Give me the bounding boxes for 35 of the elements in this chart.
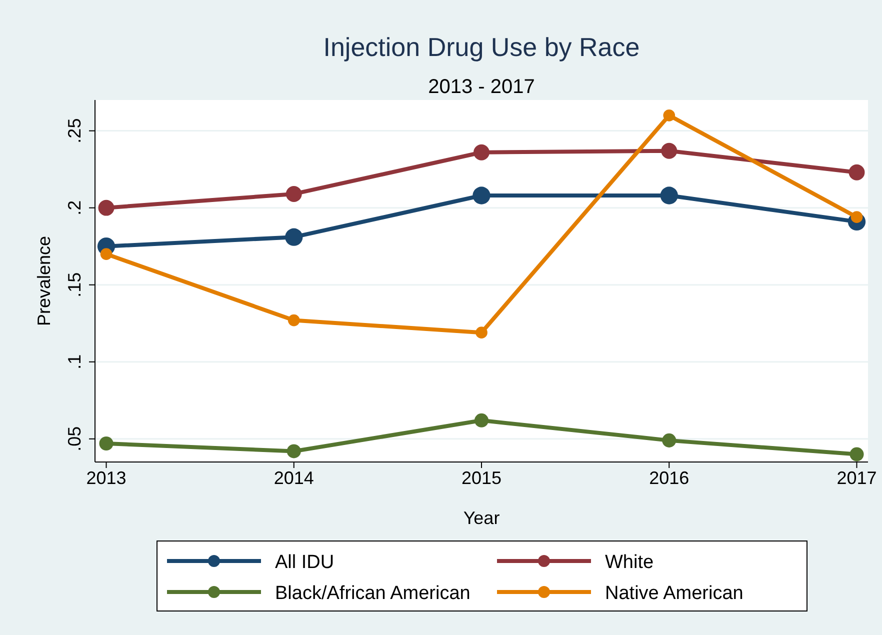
x-tick-label: 2016 — [649, 468, 690, 488]
x-tick-label: 2017 — [836, 468, 877, 488]
point — [476, 326, 488, 339]
point — [663, 110, 676, 122]
legend-label: White — [605, 552, 654, 573]
x-tick-label: 2013 — [86, 468, 126, 488]
point — [848, 164, 865, 180]
y-tick-label: .05 — [64, 426, 85, 452]
point — [99, 436, 114, 451]
point — [474, 144, 490, 160]
x-tick-label: 2014 — [274, 468, 314, 488]
y-tick-label: .15 — [64, 272, 85, 298]
y-tick-label: .1 — [64, 354, 85, 370]
point — [286, 444, 301, 458]
x-tick-label: 2015 — [461, 468, 502, 488]
x-axis-title: Year — [463, 508, 500, 528]
point — [472, 186, 490, 204]
y-axis-title: Prevalence — [34, 236, 54, 326]
point — [285, 228, 303, 246]
point — [288, 314, 300, 326]
chart-title: Injection Drug Use by Race — [323, 32, 640, 62]
chart-subtitle: 2013 - 2017 — [428, 76, 535, 98]
legend-label: All IDU — [275, 552, 334, 573]
point — [662, 433, 676, 448]
y-tick-label: .25 — [64, 118, 85, 144]
point — [850, 447, 864, 462]
point — [100, 248, 112, 260]
point — [661, 142, 678, 159]
point — [98, 200, 114, 216]
legend-label: Native American — [605, 583, 744, 604]
y-tick-label: .2 — [64, 200, 85, 216]
legend-label: Black/African American — [275, 583, 470, 604]
point — [474, 413, 489, 428]
point — [660, 186, 678, 204]
point — [286, 186, 302, 202]
